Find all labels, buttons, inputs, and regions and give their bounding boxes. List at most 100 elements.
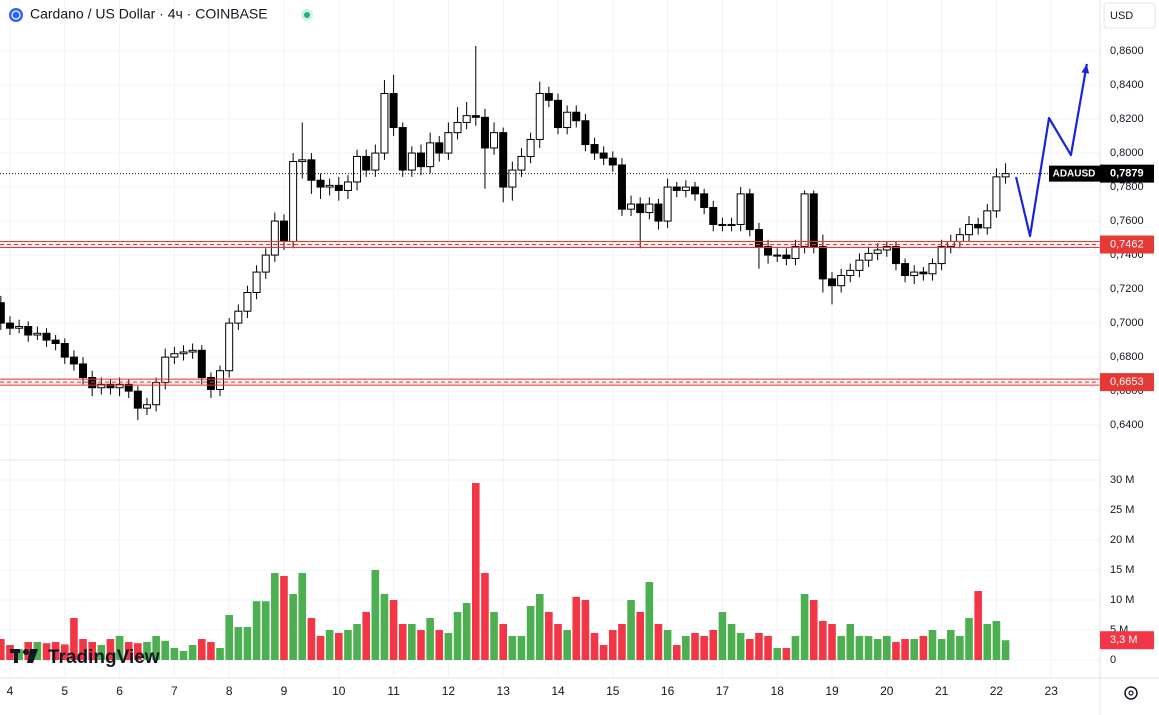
x-tick-label: 7 <box>171 684 178 698</box>
volume-bar <box>481 573 489 661</box>
volume-bar <box>444 633 453 661</box>
candle-body <box>380 93 389 154</box>
volume-tick-label: 20 M <box>1110 534 1134 546</box>
volume-bar <box>837 636 845 661</box>
currency[interactable]: USD <box>1110 10 1133 22</box>
volume-bar <box>261 601 270 661</box>
volume-bar <box>60 644 69 661</box>
volume-bar <box>453 612 462 661</box>
x-tick-label: 5 <box>61 684 68 698</box>
logo-mark <box>27 649 38 663</box>
volume-bar <box>937 639 946 661</box>
volume-bar <box>645 582 654 661</box>
candle-body <box>24 326 33 336</box>
axes: 4 5 6 7 8 9 10 11 12 13 14 15 16 17 18 19 20 21 22 23 0,8600… <box>7 45 1154 698</box>
volume-bar <box>124 642 133 661</box>
volume-bar <box>663 630 672 661</box>
level-label-box <box>1100 373 1154 392</box>
candle-body <box>279 220 288 242</box>
volume-bar <box>873 639 882 661</box>
candle-body <box>617 164 626 210</box>
x-tick-label: 21 <box>935 684 949 698</box>
watermark: TradingView <box>48 647 160 668</box>
settings-icon[interactable] <box>1128 690 1134 696</box>
volume-bar <box>691 633 699 661</box>
candle-body <box>416 152 425 168</box>
volume-bar <box>746 639 754 661</box>
candle-body <box>79 363 88 379</box>
logo-mark <box>23 649 29 655</box>
candle-body <box>535 93 544 140</box>
x-tick-label: 17 <box>716 684 730 698</box>
candle-body <box>745 193 754 231</box>
volume-bar <box>271 573 279 661</box>
volume-bar <box>682 636 690 661</box>
y-tick-label: 0,8400 <box>1110 79 1144 91</box>
volume-bar <box>225 615 233 661</box>
x-tick-label: 4 <box>7 684 14 698</box>
volume-bar <box>307 618 316 661</box>
volume-bar <box>471 482 480 661</box>
volume-bar <box>819 621 827 661</box>
projection-path <box>1014 63 1088 238</box>
candle-body <box>243 291 252 312</box>
candle-body <box>709 206 718 225</box>
y-tick-label: 0,7800 <box>1110 181 1144 193</box>
candle-body <box>754 229 763 248</box>
volume-bar <box>517 636 526 661</box>
volume-bar <box>782 648 791 661</box>
candle-body <box>764 246 773 256</box>
volume-bar <box>618 624 626 661</box>
candle-body <box>691 186 700 195</box>
candle-body <box>627 203 636 210</box>
x-tick-label: 19 <box>825 684 839 698</box>
candle-body <box>216 370 225 390</box>
last-price-label: 0,7879 <box>1110 168 1144 180</box>
candle-body <box>672 186 681 191</box>
candle-body <box>681 186 690 191</box>
x-tick-label: 23 <box>1045 684 1059 698</box>
candle-body <box>471 115 480 118</box>
projection-arrowhead <box>1081 63 1090 74</box>
candle-body <box>544 93 553 101</box>
volume-bar <box>535 594 544 661</box>
candle-body <box>864 252 873 261</box>
x-tick-label: 22 <box>990 684 1004 698</box>
candle-body <box>983 210 992 229</box>
currency-button[interactable] <box>1103 2 1156 29</box>
volume-bar <box>992 621 1001 661</box>
volume-bar <box>197 639 206 661</box>
volume-bar <box>234 627 243 661</box>
x-tick-label: 16 <box>661 684 675 698</box>
chart-title: Cardano / US Dollar · 4ч · COINBASE <box>30 6 268 22</box>
volume-bar <box>800 594 809 661</box>
candle-body <box>955 234 964 242</box>
settings-icon[interactable] <box>1124 686 1138 700</box>
volume-bar <box>499 624 507 661</box>
volume-bar <box>33 642 42 661</box>
volume-bar <box>846 624 855 661</box>
symbol-label-box <box>1049 165 1100 182</box>
plot <box>0 45 1100 661</box>
settings-button[interactable] <box>1124 686 1138 700</box>
volume-bar <box>389 600 398 661</box>
volume-bar <box>143 642 151 661</box>
volume-bar <box>727 624 736 661</box>
status-dot <box>304 12 310 18</box>
candle-body <box>599 152 608 159</box>
volume-bar <box>864 636 873 661</box>
candle-body <box>206 377 215 390</box>
volume-bar <box>70 618 78 661</box>
candle-body <box>508 169 517 188</box>
volume-bar <box>188 645 197 661</box>
candle-body <box>188 349 197 353</box>
candle-body <box>581 120 590 146</box>
volume-bar <box>289 594 297 661</box>
volume-bar <box>892 642 900 661</box>
candle-body <box>343 181 352 191</box>
candle-body <box>161 356 170 384</box>
volume-bar <box>362 612 370 661</box>
candle-body <box>152 382 161 406</box>
volume-bar <box>0 639 5 661</box>
candle-body <box>371 152 380 171</box>
